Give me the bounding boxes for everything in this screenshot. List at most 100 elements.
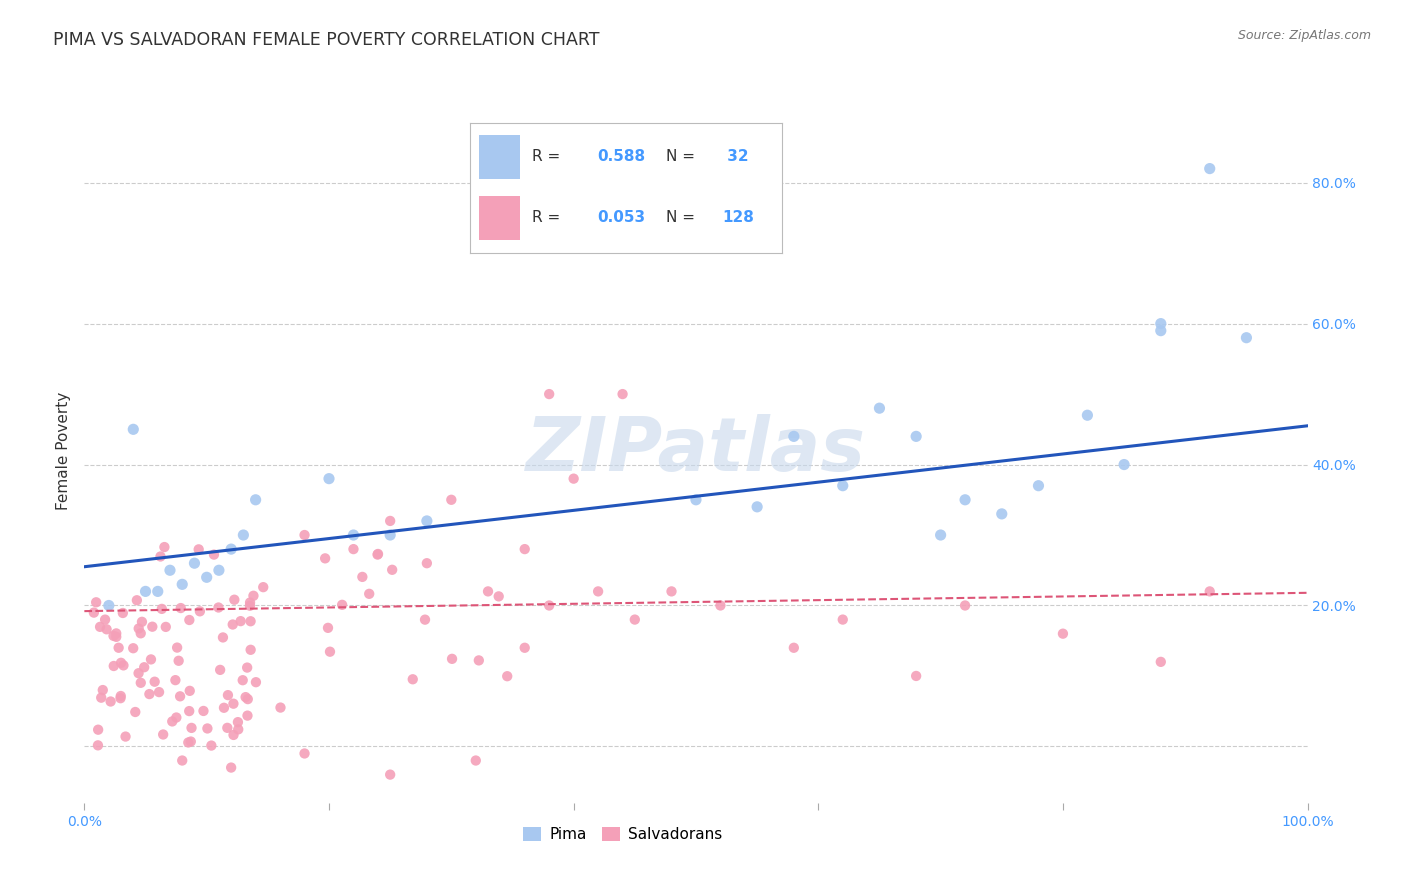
Point [1114, 458, 1136, 472]
Point [242, 589, 264, 603]
Point [128, 666, 150, 681]
Point [103, 629, 125, 643]
Point [831, 478, 853, 492]
Point [100, 694, 122, 708]
Point [193, 704, 215, 718]
Point [165, 673, 187, 687]
Point [367, 548, 389, 562]
Point [84, 595, 107, 609]
Point [153, 540, 176, 554]
Point [239, 642, 262, 657]
Point [294, 528, 316, 542]
Point [352, 570, 374, 584]
Point [513, 542, 536, 557]
Point [239, 599, 262, 613]
Point [110, 691, 132, 706]
Point [831, 613, 853, 627]
Point [381, 563, 404, 577]
Point [128, 622, 150, 636]
Point [953, 492, 976, 507]
Point [538, 387, 561, 401]
Point [1198, 584, 1220, 599]
Point [477, 584, 499, 599]
Point [413, 613, 436, 627]
Point [1150, 324, 1173, 338]
Point [464, 754, 486, 768]
Point [380, 514, 402, 528]
Point [131, 615, 153, 629]
Point [1052, 626, 1074, 640]
Point [217, 721, 239, 735]
Point [905, 669, 928, 683]
Point [294, 747, 316, 761]
Point [152, 727, 174, 741]
Point [107, 640, 129, 655]
Point [239, 614, 262, 628]
Point [685, 492, 707, 507]
Text: PIMA VS SALVADORAN FEMALE POVERTY CORRELATION CHART: PIMA VS SALVADORAN FEMALE POVERTY CORREL… [53, 31, 600, 49]
Point [232, 673, 254, 688]
Point [513, 640, 536, 655]
Point [167, 654, 190, 668]
Point [488, 590, 510, 604]
Point [179, 704, 201, 718]
Point [624, 613, 647, 627]
Point [236, 660, 259, 674]
Point [135, 584, 157, 599]
Point [380, 767, 402, 781]
Point [97, 599, 120, 613]
Point [105, 630, 128, 644]
Point [124, 705, 146, 719]
Point [1076, 409, 1098, 423]
Point [441, 652, 464, 666]
Point [269, 700, 291, 714]
Point [359, 587, 381, 601]
Point [224, 592, 246, 607]
Point [138, 687, 160, 701]
Point [747, 500, 769, 514]
Point [129, 626, 152, 640]
Point [89, 620, 111, 634]
Point [219, 760, 242, 774]
Point [180, 734, 202, 748]
Point [586, 584, 609, 599]
Point [162, 714, 184, 729]
Point [112, 658, 135, 673]
Point [209, 663, 232, 677]
Point [187, 542, 209, 557]
Point [380, 528, 402, 542]
Point [869, 401, 891, 416]
Point [195, 570, 218, 584]
Point [1236, 331, 1258, 345]
Point [143, 674, 166, 689]
Point [212, 700, 235, 714]
Point [208, 563, 231, 577]
Point [149, 549, 172, 564]
Point [166, 640, 188, 655]
Point [235, 690, 257, 705]
Point [155, 620, 177, 634]
Point [416, 556, 439, 570]
Point [229, 614, 252, 628]
Point [129, 675, 152, 690]
Point [212, 631, 235, 645]
Point [159, 563, 181, 577]
Point [134, 660, 156, 674]
Point [402, 673, 425, 687]
Legend: Pima, Salvadorans: Pima, Salvadorans [517, 821, 728, 848]
Point [169, 690, 191, 704]
Point [783, 640, 806, 655]
Point [538, 599, 561, 613]
Point [87, 739, 110, 753]
Point [226, 715, 249, 730]
Point [179, 613, 201, 627]
Point [953, 599, 976, 613]
Text: Source: ZipAtlas.com: Source: ZipAtlas.com [1237, 29, 1371, 42]
Point [111, 606, 134, 620]
Point [252, 580, 274, 594]
Point [222, 728, 245, 742]
Point [318, 472, 340, 486]
Point [219, 542, 242, 557]
Point [90, 690, 112, 705]
Point [87, 723, 110, 737]
